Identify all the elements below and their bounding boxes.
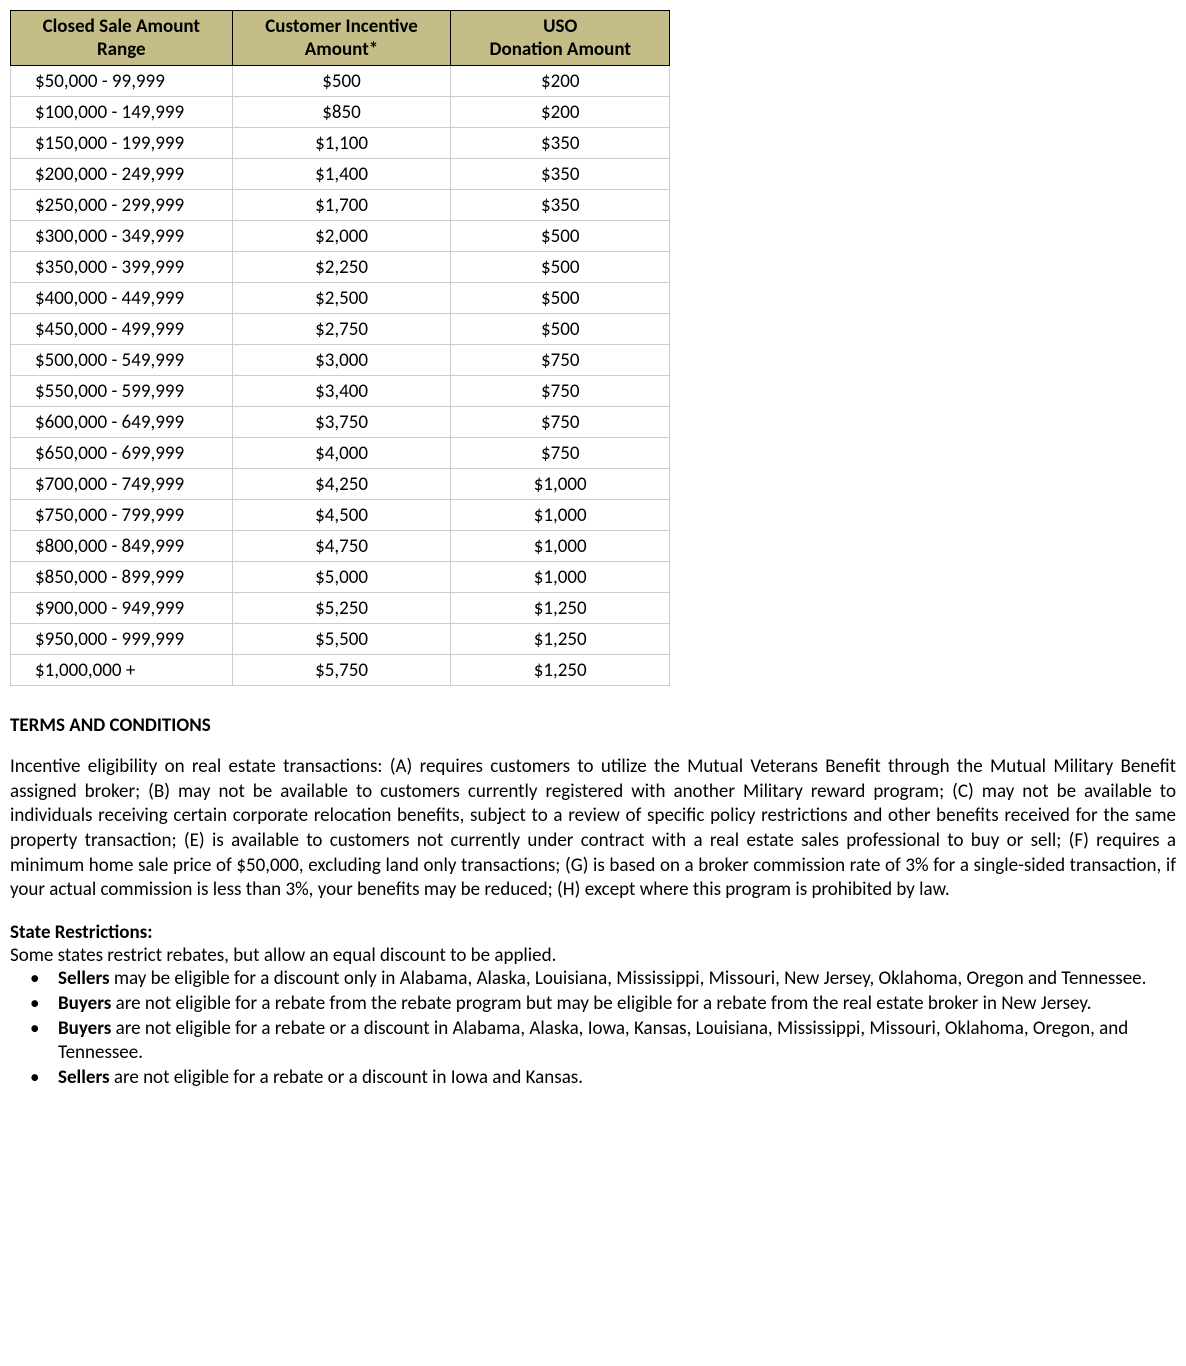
list-item: Buyers are not eligible for a rebate fro… — [10, 992, 1176, 1017]
table-row: $650,000 - 699,999$4,000$750 — [11, 438, 670, 469]
table-cell: $500 — [451, 283, 670, 314]
column-header-0: Closed Sale AmountRange — [11, 11, 233, 66]
table-cell: $1,000 — [451, 531, 670, 562]
table-cell: $550,000 - 599,999 — [11, 376, 233, 407]
table-cell: $2,250 — [232, 252, 451, 283]
table-cell: $300,000 - 349,999 — [11, 221, 233, 252]
table-row: $800,000 - 849,999$4,750$1,000 — [11, 531, 670, 562]
table-cell: $2,000 — [232, 221, 451, 252]
table-cell: $900,000 - 949,999 — [11, 593, 233, 624]
table-row: $300,000 - 349,999$2,000$500 — [11, 221, 670, 252]
table-cell: $500 — [451, 252, 670, 283]
table-row: $250,000 - 299,999$1,700$350 — [11, 190, 670, 221]
table-cell: $200 — [451, 66, 670, 97]
table-row: $500,000 - 549,999$3,000$750 — [11, 345, 670, 376]
table-cell: $1,000 — [451, 562, 670, 593]
table-cell: $150,000 - 199,999 — [11, 128, 233, 159]
table-cell: $2,750 — [232, 314, 451, 345]
table-cell: $500 — [451, 314, 670, 345]
table-cell: $200 — [451, 97, 670, 128]
table-cell: $250,000 - 299,999 — [11, 190, 233, 221]
table-row: $100,000 - 149,999$850$200 — [11, 97, 670, 128]
table-row: $700,000 - 749,999$4,250$1,000 — [11, 469, 670, 500]
table-cell: $750 — [451, 345, 670, 376]
table-cell: $350 — [451, 190, 670, 221]
table-row: $150,000 - 199,999$1,100$350 — [11, 128, 670, 159]
table-cell: $50,000 - 99,999 — [11, 66, 233, 97]
table-cell: $350,000 - 399,999 — [11, 252, 233, 283]
table-cell: $500 — [232, 66, 451, 97]
table-cell: $4,750 — [232, 531, 451, 562]
table-cell: $1,250 — [451, 624, 670, 655]
table-cell: $1,250 — [451, 593, 670, 624]
terms-heading: TERMS AND CONDITIONS — [10, 714, 1176, 737]
table-cell: $5,000 — [232, 562, 451, 593]
table-cell: $750 — [451, 438, 670, 469]
table-cell: $3,400 — [232, 376, 451, 407]
table-row: $400,000 - 449,999$2,500$500 — [11, 283, 670, 314]
table-cell: $2,500 — [232, 283, 451, 314]
table-cell: $600,000 - 649,999 — [11, 407, 233, 438]
table-cell: $3,000 — [232, 345, 451, 376]
table-cell: $4,250 — [232, 469, 451, 500]
table-cell: $200,000 - 249,999 — [11, 159, 233, 190]
table-cell: $1,000 — [451, 469, 670, 500]
table-cell: $1,000 — [451, 500, 670, 531]
table-cell: $450,000 - 499,999 — [11, 314, 233, 345]
column-header-1: Customer IncentiveAmount* — [232, 11, 451, 66]
table-cell: $650,000 - 699,999 — [11, 438, 233, 469]
table-row: $200,000 - 249,999$1,400$350 — [11, 159, 670, 190]
table-cell: $100,000 - 149,999 — [11, 97, 233, 128]
table-row: $450,000 - 499,999$2,750$500 — [11, 314, 670, 345]
table-cell: $5,500 — [232, 624, 451, 655]
list-item: Buyers are not eligible for a rebate or … — [10, 1017, 1176, 1066]
table-cell: $4,000 — [232, 438, 451, 469]
table-cell: $5,750 — [232, 655, 451, 686]
table-row: $50,000 - 99,999$500$200 — [11, 66, 670, 97]
table-cell: $950,000 - 999,999 — [11, 624, 233, 655]
table-row: $850,000 - 899,999$5,000$1,000 — [11, 562, 670, 593]
table-cell: $350 — [451, 128, 670, 159]
table-cell: $1,400 — [232, 159, 451, 190]
table-cell: $1,100 — [232, 128, 451, 159]
table-header: Closed Sale AmountRangeCustomer Incentiv… — [11, 11, 670, 66]
table-cell: $500,000 - 549,999 — [11, 345, 233, 376]
table-cell: $350 — [451, 159, 670, 190]
table-cell: $750 — [451, 376, 670, 407]
list-item: Sellers may be eligible for a discount o… — [10, 967, 1176, 992]
table-body: $50,000 - 99,999$500$200$100,000 - 149,9… — [11, 66, 670, 686]
state-restrictions-list: Sellers may be eligible for a discount o… — [10, 967, 1176, 1090]
table-cell: $800,000 - 849,999 — [11, 531, 233, 562]
state-restrictions-intro: Some states restrict rebates, but allow … — [10, 944, 1176, 967]
table-cell: $500 — [451, 221, 670, 252]
table-row: $600,000 - 649,999$3,750$750 — [11, 407, 670, 438]
column-header-2: USODonation Amount — [451, 11, 670, 66]
table-cell: $750 — [451, 407, 670, 438]
table-cell: $5,250 — [232, 593, 451, 624]
terms-body: Incentive eligibility on real estate tra… — [10, 755, 1176, 903]
table-cell: $700,000 - 749,999 — [11, 469, 233, 500]
table-row: $750,000 - 799,999$4,500$1,000 — [11, 500, 670, 531]
table-cell: $1,700 — [232, 190, 451, 221]
table-row: $950,000 - 999,999$5,500$1,250 — [11, 624, 670, 655]
table-cell: $850,000 - 899,999 — [11, 562, 233, 593]
table-row: $900,000 - 949,999$5,250$1,250 — [11, 593, 670, 624]
table-cell: $400,000 - 449,999 — [11, 283, 233, 314]
table-cell: $3,750 — [232, 407, 451, 438]
table-cell: $750,000 - 799,999 — [11, 500, 233, 531]
table-cell: $4,500 — [232, 500, 451, 531]
list-item: Sellers are not eligible for a rebate or… — [10, 1066, 1176, 1091]
incentive-table: Closed Sale AmountRangeCustomer Incentiv… — [10, 10, 670, 686]
table-row: $350,000 - 399,999$2,250$500 — [11, 252, 670, 283]
table-row: $550,000 - 599,999$3,400$750 — [11, 376, 670, 407]
table-cell: $850 — [232, 97, 451, 128]
table-row: $1,000,000 +$5,750$1,250 — [11, 655, 670, 686]
state-restrictions-heading: State Restrictions: — [10, 921, 1176, 944]
table-cell: $1,250 — [451, 655, 670, 686]
table-cell: $1,000,000 + — [11, 655, 233, 686]
